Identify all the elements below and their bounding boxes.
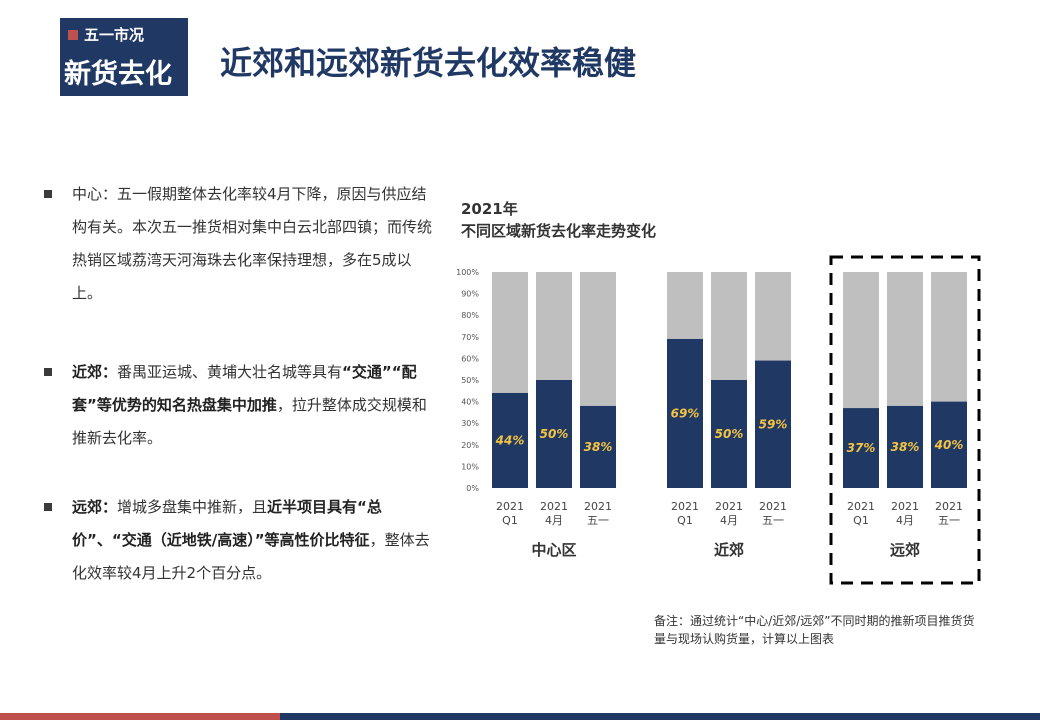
bullet-square-icon [44,368,52,376]
bar-remainder [931,272,967,402]
footer-bar-navy [280,713,1040,720]
bullet-label: 近郊： [72,363,118,381]
x-tick-label: 2021 [671,500,699,513]
bullet-square-icon [44,190,52,198]
badge-main-label: 新货去化 [64,59,172,90]
group-label: 中心区 [531,541,576,559]
highlight-dashed-box [829,255,981,585]
bar-value [492,392,528,488]
bullet-text: 番禺亚运城、黄埔大壮名城等具有 [117,363,343,381]
bar-remainder [843,272,879,409]
group-label: 近郊 [714,541,744,559]
x-tick-label: 2021 [891,500,919,513]
bar-value [887,405,923,488]
bar-value [843,408,879,488]
x-tick-label: 4月 [545,514,563,527]
y-tick-label: 60% [461,354,479,363]
x-tick-label: 五一 [938,514,960,527]
y-tick-label: 70% [461,333,479,342]
bullet-text: ，整体去化效率较4月上升2个百分点。 [72,531,430,582]
bullet-text: ，拉升整体成交规模和推新去化率。 [72,396,427,447]
bullet-list: 中心：五一假期整体去化率较4月下降，原因与供应结构有关。本次五一推货相对集中白云… [44,178,434,590]
bar-remainder [887,272,923,406]
bar-value [711,380,747,488]
x-tick-label: 2021 [935,500,963,513]
bar-data-label: 40% [934,438,964,452]
x-tick-label: 2021 [496,500,524,513]
y-tick-label: 10% [461,462,479,471]
bar-remainder [755,272,791,361]
bullet-label: 中心 [72,185,103,203]
x-tick-label: 2021 [715,500,743,513]
badge-square-icon [68,29,78,40]
bar-data-label: 44% [495,433,525,447]
x-tick-label: 2021 [759,500,787,513]
chart-title: 2021年 不同区域新货去化率走势变化 [461,198,656,242]
bar-remainder [536,272,572,380]
bullet-text: ：五一假期整体去化率较4月下降，原因与供应结构有关。本次五一推货相对集中白云北部… [72,185,433,302]
bar-value [755,360,791,488]
x-tick-label: 4月 [720,514,738,527]
y-tick-label: 0% [466,484,479,493]
bar-value [536,380,572,488]
x-tick-label: 五一 [587,514,609,527]
stacked-bar-chart: 0% 10% 20% 30% 40% 50% 60% 70% 80% 90% 100% 44% 2021… [456,255,981,585]
y-tick-label: 100% [456,268,479,277]
group-label: 远郊 [890,541,920,559]
x-tick-label: 4月 [896,514,914,527]
bullet-label: 远郊： [72,498,118,516]
bar-remainder [492,272,528,393]
bar-data-label: 38% [891,440,920,454]
y-tick-label: 40% [461,398,479,407]
bullet-bold-text: 近半项目具有“总价”、“交通（近地铁/高速）”等高性价比特征 [72,498,382,549]
bullet-text: 增城多盘集中推新，且 [117,498,268,516]
bar-value [580,405,616,488]
y-tick-label: 20% [461,441,479,450]
bar-data-label: 50% [715,427,744,441]
chart-title-line1: 2021年 [461,200,518,218]
bar-data-label: 38% [584,440,613,454]
x-tick-label: 2021 [847,500,875,513]
page-title: 近郊和远郊新货去化效率稳健 [220,44,637,82]
section-badge: 五一市况 新货去化 [60,18,188,96]
badge-top-label: 五一市况 [84,26,145,44]
x-tick-label: 2021 [584,500,612,513]
bullet-square-icon [44,503,52,511]
badge-top: 五一市况 [68,24,144,45]
bullet-item-suburb: 近郊：番禺亚运城、黄埔大壮名城等具有“交通”“配套”等优势的知名热盘集中加推，拉… [44,356,434,455]
bullet-item-outer-suburb: 远郊：增城多盘集中推新，且近半项目具有“总价”、“交通（近地铁/高速）”等高性价… [44,491,434,590]
y-tick-label: 50% [461,376,479,385]
bar-data-label: 59% [759,417,788,431]
bar-value [931,401,967,488]
bar-data-label: 69% [671,406,700,420]
bullet-bold-text: “交通”“配套”等优势的知名热盘集中加推 [72,363,417,414]
chart-note: 备注：通过统计“中心/近郊/远郊”不同时期的推新项目推货货量与现场认购货量，计算… [654,614,975,646]
x-tick-label: Q1 [853,514,869,527]
chart-title-line2: 不同区域新货去化率走势变化 [461,222,657,240]
footer-bar-red [0,713,280,720]
bar-remainder [667,272,703,339]
y-tick-label: 30% [461,419,479,428]
bar-data-label: 50% [540,427,569,441]
y-tick-label: 80% [461,311,479,320]
bar-remainder [580,272,616,406]
bullet-item-center: 中心：五一假期整体去化率较4月下降，原因与供应结构有关。本次五一推货相对集中白云… [44,178,434,310]
bar-remainder [711,272,747,380]
x-tick-label: Q1 [502,514,518,527]
x-tick-label: Q1 [677,514,693,527]
y-tick-label: 90% [461,290,479,299]
bar-data-label: 37% [847,441,876,455]
x-tick-label: 五一 [762,514,784,527]
x-tick-label: 2021 [540,500,568,513]
bar-value [667,338,703,488]
